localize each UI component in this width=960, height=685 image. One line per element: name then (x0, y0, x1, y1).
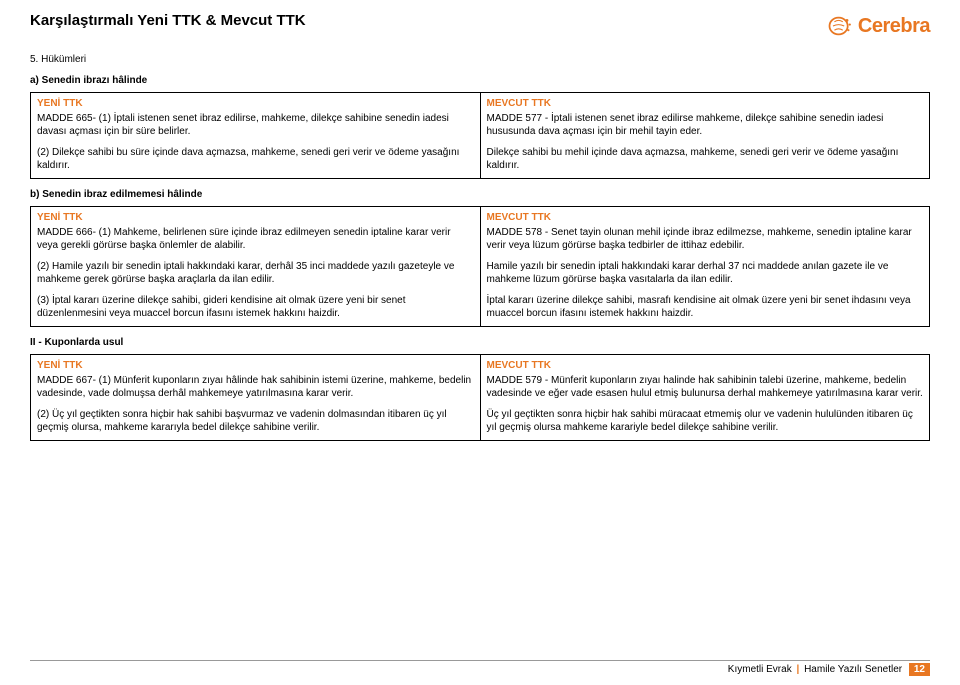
column-head-yeni: YENİ TTK (37, 97, 474, 110)
article-text: MADDE 578 - Senet tayin olunan mehil içi… (487, 226, 924, 252)
page-title: Karşılaştırmalı Yeni TTK & Mevcut TTK (30, 12, 306, 29)
cell-mevcut: MEVCUT TTK MADDE 578 - Senet tayin oluna… (480, 207, 930, 327)
article-text: Hamile yazılı bir senedin iptali hakkınd… (487, 260, 924, 286)
article-text: MADDE 577 - İptali istenen senet ibraz e… (487, 112, 924, 138)
comparison-table-b: YENİ TTK MADDE 666- (1) Mahkeme, belirle… (30, 206, 930, 327)
brain-icon (826, 12, 854, 40)
page-footer: Kıymetli Evrak | Hamile Yazılı Senetler … (30, 660, 930, 675)
article-text: Dilekçe sahibi bu mehil içinde dava açma… (487, 146, 924, 172)
comparison-table-a: YENİ TTK MADDE 665- (1) İptali istenen s… (30, 92, 930, 179)
column-head-mevcut: MEVCUT TTK (487, 97, 924, 110)
table-row: YENİ TTK MADDE 665- (1) İptali istenen s… (31, 93, 930, 179)
column-head-yeni: YENİ TTK (37, 359, 474, 372)
column-head-mevcut: MEVCUT TTK (487, 211, 924, 224)
article-text: (2) Üç yıl geçtikten sonra hiçbir hak sa… (37, 408, 474, 434)
footer-separator: | (794, 664, 801, 675)
brand-name: Cerebra (858, 15, 930, 38)
footer-divider (30, 660, 930, 661)
column-head-yeni: YENİ TTK (37, 211, 474, 224)
comparison-table-ii: YENİ TTK MADDE 667- (1) Münferit kuponla… (30, 354, 930, 441)
article-text: (2) Dilekçe sahibi bu süre içinde dava a… (37, 146, 474, 172)
footer-text: Kıymetli Evrak | Hamile Yazılı Senetler … (30, 664, 930, 675)
cell-yeni: YENİ TTK MADDE 665- (1) İptali istenen s… (31, 93, 481, 179)
section-number: 5. Hükümleri (30, 54, 930, 65)
table-row: YENİ TTK MADDE 666- (1) Mahkeme, belirle… (31, 207, 930, 327)
cell-yeni: YENİ TTK MADDE 666- (1) Mahkeme, belirle… (31, 207, 481, 327)
subsection-b-heading: b) Senedin ibraz edilmemesi hâlinde (30, 189, 930, 200)
table-row: YENİ TTK MADDE 667- (1) Münferit kuponla… (31, 355, 930, 441)
article-text: MADDE 665- (1) İptali istenen senet ibra… (37, 112, 474, 138)
footer-category: Kıymetli Evrak (728, 664, 792, 675)
article-text: MADDE 667- (1) Münferit kuponların zıyaı… (37, 374, 474, 400)
page-number: 12 (909, 663, 930, 676)
subsection-a-heading: a) Senedin ibrazı hâlinde (30, 75, 930, 86)
column-head-mevcut: MEVCUT TTK (487, 359, 924, 372)
article-text: İptal kararı üzerine dilekçe sahibi, mas… (487, 294, 924, 320)
article-text: Üç yıl geçtikten sonra hiçbir hak sahibi… (487, 408, 924, 434)
article-text: (3) İptal kararı üzerine dilekçe sahibi,… (37, 294, 474, 320)
article-text: (2) Hamile yazılı bir senedin iptali hak… (37, 260, 474, 286)
footer-subcategory: Hamile Yazılı Senetler (804, 664, 902, 675)
page-header: Karşılaştırmalı Yeni TTK & Mevcut TTK Ce… (0, 0, 960, 46)
cell-mevcut: MEVCUT TTK MADDE 577 - İptali istenen se… (480, 93, 930, 179)
cell-mevcut: MEVCUT TTK MADDE 579 - Münferit kuponlar… (480, 355, 930, 441)
article-text: MADDE 666- (1) Mahkeme, belirlenen süre … (37, 226, 474, 252)
article-text: MADDE 579 - Münferit kuponların zıyaı ha… (487, 374, 924, 400)
page-content: 5. Hükümleri a) Senedin ibrazı hâlinde Y… (0, 54, 960, 441)
section-ii-heading: II - Kuponlarda usul (30, 337, 930, 348)
cell-yeni: YENİ TTK MADDE 667- (1) Münferit kuponla… (31, 355, 481, 441)
brand-logo: Cerebra (826, 12, 930, 40)
